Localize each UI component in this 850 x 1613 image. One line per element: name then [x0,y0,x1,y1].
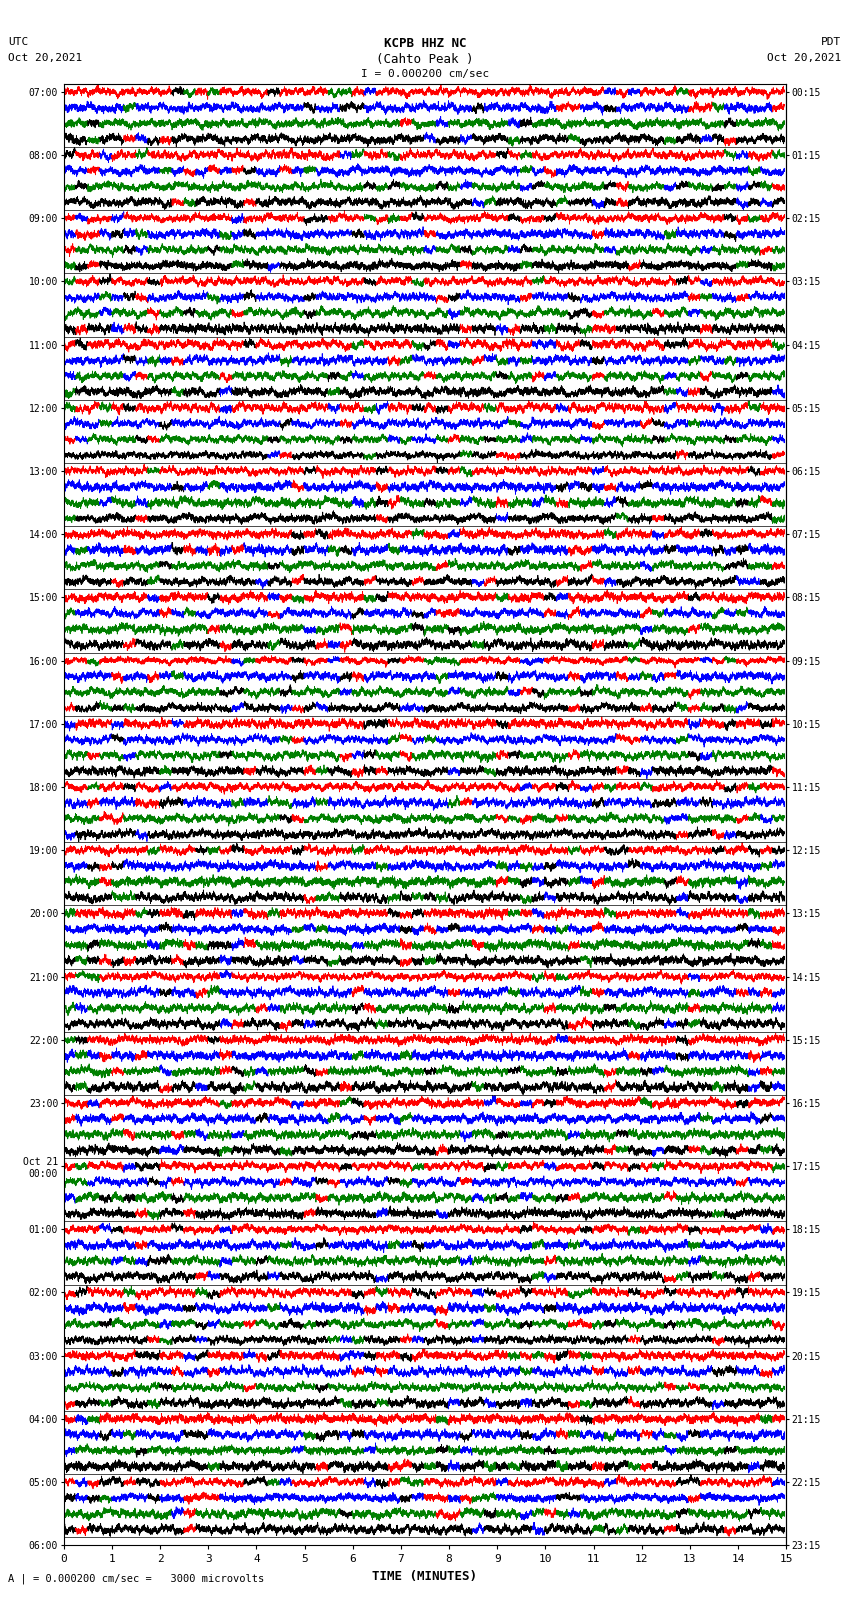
Text: I = 0.000200 cm/sec: I = 0.000200 cm/sec [361,69,489,79]
Text: Oct 20,2021: Oct 20,2021 [768,53,842,63]
Text: KCPB HHZ NC: KCPB HHZ NC [383,37,467,50]
X-axis label: TIME (MINUTES): TIME (MINUTES) [372,1569,478,1582]
Text: (Cahto Peak ): (Cahto Peak ) [377,53,473,66]
Text: Oct 20,2021: Oct 20,2021 [8,53,82,63]
Text: PDT: PDT [821,37,842,47]
Text: A | = 0.000200 cm/sec =   3000 microvolts: A | = 0.000200 cm/sec = 3000 microvolts [8,1573,264,1584]
Text: UTC: UTC [8,37,29,47]
